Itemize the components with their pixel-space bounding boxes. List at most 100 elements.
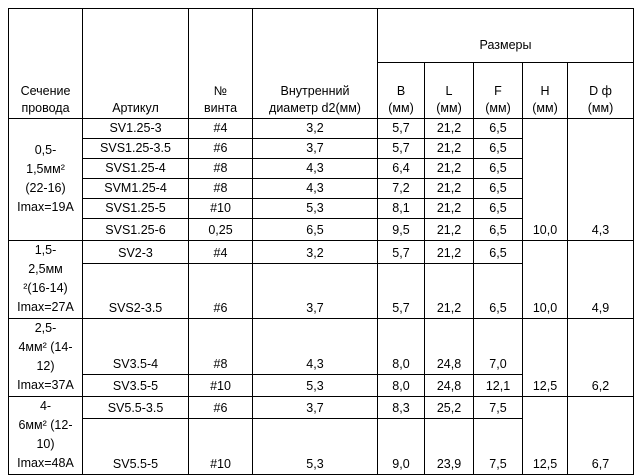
- cell: 6,5: [473, 263, 523, 319]
- text-line: (22-16): [25, 181, 66, 195]
- text-line: 6мм² (12-: [18, 418, 73, 432]
- text-line: ²(16-14): [23, 281, 68, 295]
- section-cell: 1,5- 2,5мм ²(16-14) Imax=27A: [8, 240, 83, 319]
- data-row: SVS2-3.5 #6 3,7 5,7 21,2 6,5: [9, 263, 634, 319]
- text-line: Imax=27A: [17, 300, 74, 314]
- cell: 21,2: [424, 263, 474, 319]
- cell: SV3.5-4: [82, 318, 189, 375]
- cell: SV5.5-3.5: [82, 396, 189, 419]
- cell: #10: [188, 374, 253, 397]
- data-row: 2,5- 4мм² (14- 12) Imax=37A SV3.5-4 #8 4,3 8,0 2…: [8, 318, 634, 397]
- header-cell: Внутренний диаметр d2(мм): [252, 8, 378, 119]
- text-line: Размеры: [479, 37, 532, 52]
- text-line: (мм): [388, 101, 414, 115]
- text-line: 1,5мм²: [26, 162, 65, 176]
- cell: #6: [188, 138, 253, 159]
- cell: 21,2: [424, 198, 474, 219]
- cell: 8,0: [377, 374, 425, 397]
- cell: 4,3: [567, 118, 634, 241]
- header-cell: L (мм): [424, 62, 474, 119]
- cell: 6,7: [567, 396, 634, 475]
- text-line: диаметр d2(мм): [269, 101, 361, 115]
- cell: 21,2: [424, 138, 474, 159]
- cell: #8: [188, 178, 253, 199]
- text-line: провода: [21, 101, 70, 115]
- text-line: 0,5-: [34, 143, 57, 157]
- cell: 4,3: [252, 178, 378, 199]
- cell: SVS1.25-4: [82, 158, 189, 179]
- cell: 5,3: [252, 374, 378, 397]
- cell: 7,2: [377, 178, 425, 199]
- cell: SVS1.25-5: [82, 198, 189, 219]
- text-line: Сечение: [20, 84, 71, 98]
- cell: 0,25: [188, 218, 253, 241]
- text-line: Артикул: [112, 101, 159, 115]
- data-row: SV5.5-5 #10 5,3 9,0 23,9 7,5: [9, 417, 634, 475]
- text-line: H: [540, 84, 550, 98]
- text-line: винта: [203, 101, 238, 115]
- cell: 4,3: [252, 318, 378, 375]
- cell: 21,2: [424, 178, 474, 199]
- section-cell: 2,5- 4мм² (14- 12) Imax=37A: [8, 318, 83, 397]
- cell: 10,0: [522, 240, 568, 319]
- cell: 6,5: [473, 118, 523, 139]
- cell: 6,5: [473, 178, 523, 199]
- cell: 8,1: [377, 198, 425, 219]
- cell: #4: [188, 239, 253, 265]
- header-cell: H (мм): [522, 62, 568, 119]
- cell: SV3.5-5: [82, 374, 189, 397]
- cell: 6,5: [473, 239, 523, 265]
- header-cell: Артикул: [82, 8, 189, 119]
- text-line: L: [445, 84, 453, 98]
- data-row: SVS1.25-3.5 #6 3,7 5,7 21,2 6,5: [9, 138, 634, 159]
- cell: 3,2: [252, 239, 378, 265]
- cell: 25,2: [424, 396, 474, 419]
- cell: 21,2: [424, 158, 474, 179]
- header-row: B (мм) L (мм) F (мм) H (мм) D ф (мм): [9, 62, 634, 119]
- cell: #8: [188, 318, 253, 375]
- header-cell: D ф (мм): [567, 62, 634, 119]
- text-line: (мм): [485, 101, 511, 115]
- cell: #4: [188, 118, 253, 139]
- cell: 6,5: [252, 218, 378, 241]
- cell: #10: [188, 198, 253, 219]
- cell: 3,2: [252, 118, 378, 139]
- header-cell: B (мм): [377, 62, 425, 119]
- text-line: 1,5-: [34, 243, 57, 257]
- data-row: SVM1.25-4 #8 4,3 7,2 21,2 6,5: [9, 178, 634, 199]
- cell: 6,4: [377, 158, 425, 179]
- section-cell: 4- 6мм² (12- 10) Imax=48A: [8, 396, 83, 475]
- cell: 5,3: [252, 417, 378, 475]
- data-row: SVS1.25-4 #8 4,3 6,4 21,2 6,5: [9, 158, 634, 179]
- cell: #6: [188, 263, 253, 319]
- cell: 4,9: [567, 240, 634, 319]
- cell: 9,0: [377, 417, 425, 475]
- cell: #6: [188, 396, 253, 419]
- cell: 21,2: [424, 118, 474, 139]
- cell: SVS1.25-3.5: [82, 138, 189, 159]
- header-cell: Сечение провода: [8, 8, 83, 119]
- text-line: D ф: [589, 84, 612, 98]
- cell: 3,7: [252, 396, 378, 419]
- cell: #10: [188, 417, 253, 475]
- section-cell: 0,5- 1,5мм² (22-16) Imax=19A: [8, 118, 83, 241]
- cell: SV2-3: [82, 239, 189, 265]
- cell: 12,5: [522, 318, 568, 397]
- cell: 24,8: [424, 374, 474, 397]
- cell: 23,9: [424, 417, 474, 475]
- cell: 7,5: [473, 396, 523, 419]
- header-cell: № винта: [188, 8, 253, 119]
- text-line: Imax=19A: [17, 200, 74, 214]
- text-line: 10): [36, 437, 55, 451]
- cell: 5,7: [377, 239, 425, 265]
- cell: 4,3: [252, 158, 378, 179]
- text-line: (мм): [532, 101, 558, 115]
- cell: 5,3: [252, 198, 378, 219]
- text-line: (мм): [436, 101, 462, 115]
- text-line: 4мм² (14-: [18, 340, 73, 354]
- cell: 6,2: [567, 318, 634, 397]
- data-row: SVS1.25-6 0,25 6,5 9,5 21,2 6,5: [9, 218, 634, 241]
- text-line: Imax=48A: [17, 456, 74, 470]
- cell: 6,5: [473, 218, 523, 241]
